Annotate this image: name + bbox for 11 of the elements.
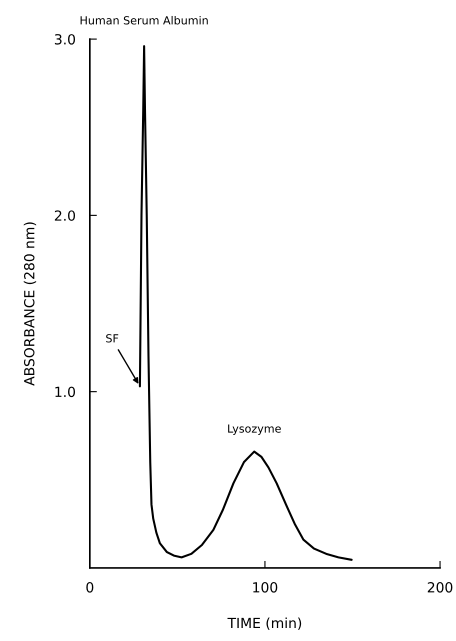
- annotation: Human Serum Albumin: [80, 16, 208, 25]
- annotation: Lysozyme: [228, 424, 281, 435]
- x-tick-label: 200: [428, 582, 452, 593]
- x-tick-label: 0: [86, 582, 94, 593]
- x-axis-title: TIME (min): [228, 617, 302, 630]
- y-tick-label: 2.0: [54, 210, 76, 221]
- annotation: SF: [106, 334, 118, 343]
- y-tick-label: 3.0: [54, 34, 76, 45]
- y-tick-label: 1.0: [55, 386, 76, 398]
- y-axis-title: ABSORBANCE (280 nm): [24, 222, 36, 386]
- x-tick-label: 100: [253, 582, 278, 593]
